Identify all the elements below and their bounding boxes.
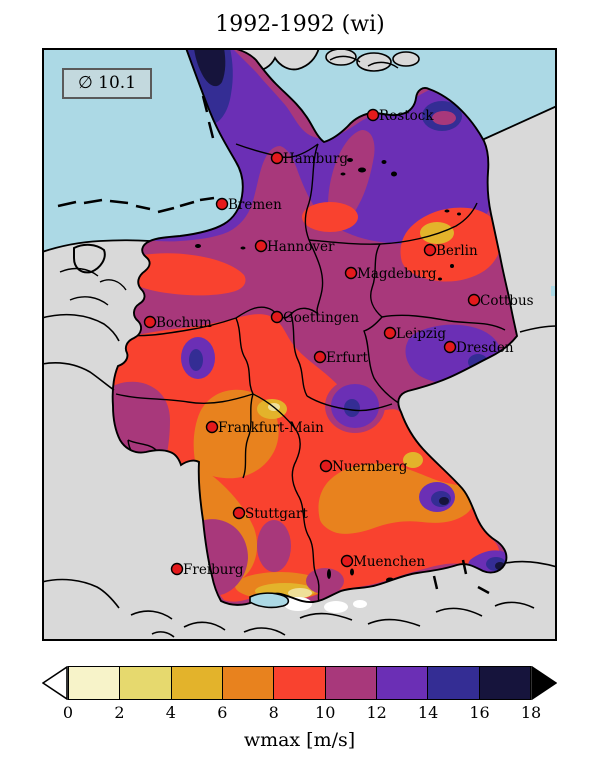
colorbar-tick: 0: [62, 703, 74, 722]
colorbar-segment-2-4: [119, 667, 171, 699]
city-marker: [215, 197, 229, 211]
city-label: Stuttgart: [245, 506, 308, 522]
city-marker: [270, 151, 284, 165]
city-marker: [254, 239, 268, 253]
map-frame: [42, 48, 557, 641]
figure-title: 1992-1992 (wi): [215, 12, 385, 37]
city-marker: [143, 315, 157, 329]
city-marker: [170, 562, 184, 576]
colorbar-segment-0-2: [69, 667, 120, 699]
city-layer: Rostock Hamburg Bremen Hannover Berlin Magdeb…: [143, 108, 534, 578]
city-label: Erfurt: [326, 350, 368, 366]
city-label: Nuernberg: [332, 459, 408, 475]
city-label: Hamburg: [283, 151, 348, 167]
germany-border: [111, 48, 519, 606]
poland: [481, 105, 557, 258]
colorbar-tick: 2: [114, 703, 125, 722]
city-marker: [205, 420, 219, 434]
frisian-islands: [57, 71, 215, 214]
city-marker: [270, 310, 284, 324]
city-marker: [313, 350, 327, 364]
city-marker: [319, 459, 333, 473]
netherlands-coastline: [42, 239, 151, 306]
city-marker: [467, 293, 481, 307]
city-marker: [443, 340, 457, 354]
colorbar: 0 2 4 6 8 10 12 14 16 18 wmax [m/s]: [42, 666, 557, 751]
mean-value-badge: ∅ 10.1: [62, 68, 152, 99]
colorbar-segment-16-18: [478, 667, 530, 699]
city-marker: [383, 326, 397, 340]
city-label: Muenchen: [353, 554, 425, 570]
city-label: Bremen: [228, 197, 282, 213]
under-range-patches: [284, 597, 367, 613]
colorbar-ticks: 0 2 4 6 8 10 12 14 16 18: [42, 703, 557, 727]
colorbar-tick: 6: [217, 703, 228, 722]
map-canvas: Rostock Hamburg Bremen Hannover Berlin Magdeb…: [42, 48, 557, 641]
city-marker: [344, 266, 358, 280]
colorbar-under-arrow: [42, 666, 68, 700]
city-label: Goettingen: [283, 310, 359, 326]
colorbar-tick: 16: [469, 703, 490, 722]
colorbar-label: wmax [m/s]: [243, 729, 356, 751]
neighbor-borders: [42, 313, 557, 638]
colorbar-segment-14-16: [427, 667, 479, 699]
city-marker: [423, 243, 437, 257]
alpine-lakes: [432, 559, 490, 595]
city-marker: [232, 506, 246, 520]
map-panel: Rostock Hamburg Bremen Hannover Berlin Magdeb…: [42, 48, 557, 641]
city-label: Magdeburg: [357, 266, 437, 282]
colorbar-tick: 4: [165, 703, 176, 722]
city-marker: [340, 554, 354, 568]
colorbar-segment-12-14: [375, 667, 428, 699]
colorbar-tick: 12: [366, 703, 387, 722]
colorbar-segment-10-12: [324, 667, 376, 699]
colorbar-tick: 10: [315, 703, 336, 722]
city-label: Freiburg: [183, 562, 244, 578]
city-label: Frankfurt-Main: [218, 420, 324, 436]
colorbar-tick: 18: [520, 703, 542, 722]
city-label: Rostock: [379, 108, 434, 124]
city-marker: [366, 108, 380, 122]
city-label: Berlin: [436, 243, 478, 259]
city-label: Leipzig: [396, 326, 446, 342]
city-label: Hannover: [267, 239, 335, 255]
colorbar-tick: 14: [417, 703, 439, 722]
colorbar-over-arrow: [531, 666, 557, 700]
colorbar-segment-8-10: [273, 667, 325, 699]
city-label: Dresden: [456, 340, 514, 356]
colorbar-tick: 8: [268, 703, 279, 722]
lake-constance: [249, 592, 290, 609]
city-label: Bochum: [156, 315, 212, 331]
colorbar-segment-4-6: [170, 667, 222, 699]
colorbar-segments: [68, 666, 531, 700]
city-label: Cottbus: [480, 293, 534, 309]
colorbar-segment-6-8: [221, 667, 274, 699]
